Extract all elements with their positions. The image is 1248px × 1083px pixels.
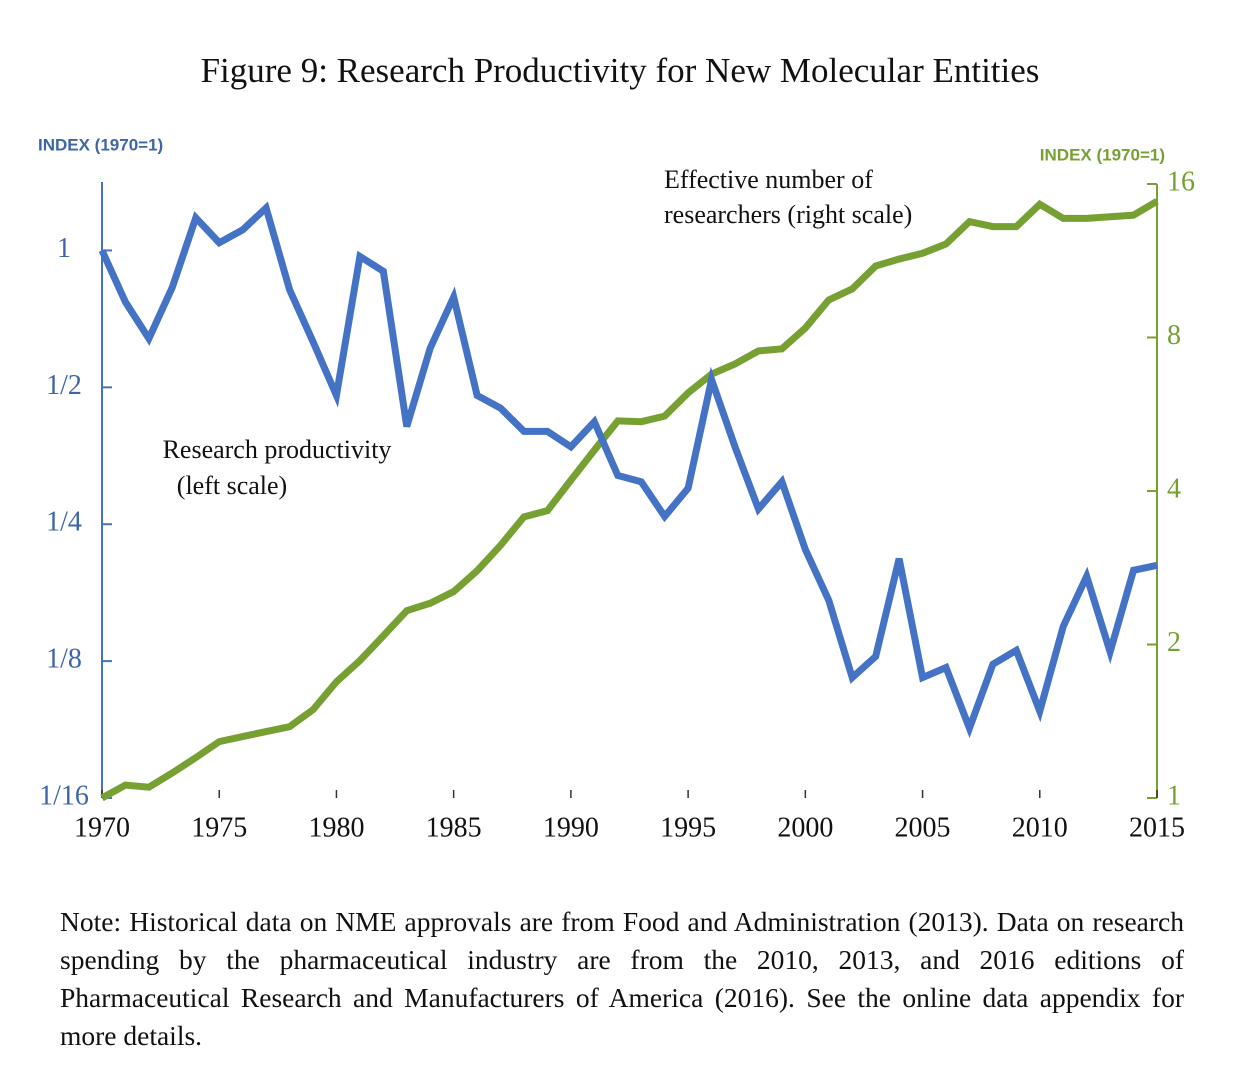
x-tick-label: 2000 xyxy=(777,812,833,843)
annotation: (left scale) xyxy=(177,471,287,500)
y2-tick-label: 2 xyxy=(1167,627,1181,658)
y2-tick-label: 1 xyxy=(1167,780,1181,811)
y2-tick-label: 8 xyxy=(1167,320,1181,351)
annotation: researchers (right scale) xyxy=(664,200,912,229)
x-tick-label: 1975 xyxy=(191,812,247,843)
x-tick-label: 1990 xyxy=(543,812,599,843)
x-tick-label: 2010 xyxy=(1012,812,1068,843)
data-line xyxy=(98,201,1158,739)
data-line xyxy=(100,198,1159,802)
annotation: Effective number of xyxy=(664,165,873,194)
y-tick-label: 1 xyxy=(57,233,71,264)
x-tick-label: 1970 xyxy=(74,812,130,843)
chart: Figure 9: Research Productivity for New … xyxy=(38,51,1195,843)
y-tick-label: 1/2 xyxy=(46,370,82,401)
chart-title: Figure 9: Research Productivity for New … xyxy=(201,51,1040,90)
note: Note: Historical data on NME approvals a… xyxy=(60,906,1184,1051)
y-tick-label: 1/8 xyxy=(46,644,82,675)
x-tick-label: 2005 xyxy=(895,812,951,843)
x-tick-label: 2015 xyxy=(1129,812,1185,843)
y2-tick-label: 16 xyxy=(1167,166,1195,197)
y-axis-label: INDEX (1970=1) xyxy=(38,135,163,154)
y-tick-label: 1/16 xyxy=(39,780,89,811)
y-tick-label: 1/4 xyxy=(46,507,82,538)
y2-axis-label: INDEX (1970=1) xyxy=(1040,145,1165,164)
x-tick-label: 1980 xyxy=(308,812,364,843)
y2-tick-label: 4 xyxy=(1167,473,1181,504)
annotation: Research productivity xyxy=(163,435,392,464)
x-tick-label: 1995 xyxy=(660,812,716,843)
x-tick-label: 1985 xyxy=(426,812,482,843)
